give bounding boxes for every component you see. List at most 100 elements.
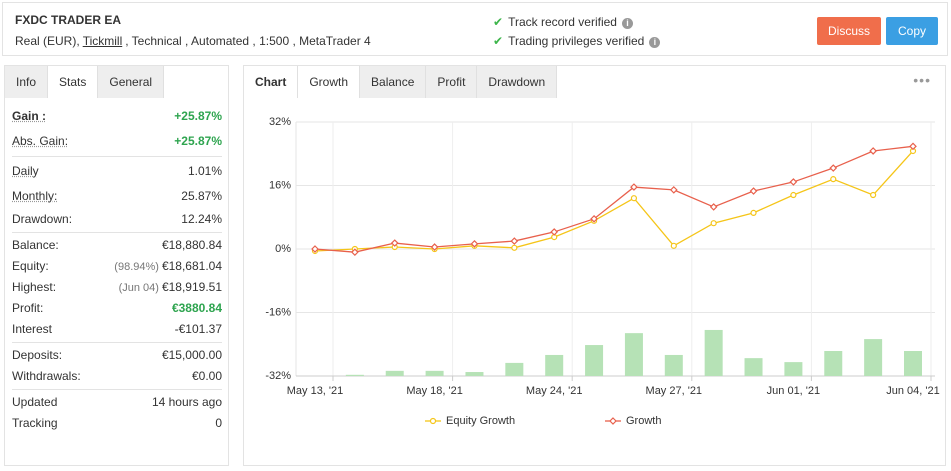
- stat-value-group: 0: [215, 413, 222, 434]
- y-tick-label: -32%: [265, 370, 291, 382]
- bar: [744, 358, 763, 376]
- tab[interactable]: General: [98, 66, 165, 98]
- verified-item: Track record verified: [493, 13, 660, 32]
- stat-value-group: (Jun 04) €18,919.51: [119, 277, 222, 298]
- stat-label: Deposits:: [12, 348, 63, 362]
- stat-value: €18,919.51: [161, 280, 222, 294]
- tab[interactable]: Balance: [360, 66, 427, 98]
- bar: [664, 354, 683, 376]
- stat-label: Monthly:: [12, 189, 58, 203]
- point: [311, 245, 319, 253]
- stat-row: Withdrawals: €0.00: [12, 366, 222, 387]
- point: [630, 195, 638, 202]
- stat-value: 12.24%: [181, 212, 222, 226]
- y-tick-label: 32%: [269, 116, 291, 128]
- tab: Chart: [244, 66, 299, 98]
- point: [470, 239, 479, 248]
- x-tick-label: Jun 01, '21: [767, 385, 820, 397]
- x-tick-label: May 24, '21: [526, 385, 583, 397]
- point: [750, 209, 757, 216]
- tab-bar: Chart Growth Balance Profit Drawdown: [244, 66, 558, 98]
- discuss-button[interactable]: Discuss: [817, 17, 881, 45]
- stat-value: €3880.84: [171, 301, 222, 315]
- verification: Track record verified Trading privileges…: [493, 13, 660, 51]
- broker-link[interactable]: Tickmill: [82, 34, 123, 48]
- point: [630, 183, 638, 191]
- point: [550, 228, 559, 236]
- chart-panel: Chart Growth Balance Profit Drawdown •••: [243, 65, 946, 466]
- stat-value: -€101.37: [174, 322, 222, 336]
- bar: [824, 350, 843, 376]
- stats-list: Gain : +25.87% Abs. Gain: +25.87% Daily 1.01%…: [12, 102, 222, 436]
- stat-value-group: +25.87%: [174, 129, 222, 154]
- stat-value-group: 14 hours ago: [152, 392, 222, 413]
- x-tick-label: May 27, '21: [646, 385, 703, 397]
- stat-row: Tracking 0: [12, 413, 222, 434]
- y-tick-label: 16%: [269, 179, 291, 191]
- stat-label: Interest: [12, 322, 53, 336]
- bar: [784, 362, 803, 376]
- stats-section: Daily 1.01% Monthly: 25.87% Drawdown: 12.24%: [12, 157, 222, 233]
- point: [511, 244, 518, 251]
- point: [869, 147, 877, 155]
- stat-value: €18,880.84: [161, 238, 222, 252]
- point: [351, 248, 359, 257]
- stat-note: (98.94%): [114, 261, 159, 273]
- bar: [505, 362, 524, 376]
- point: [590, 214, 598, 223]
- point: [870, 191, 877, 199]
- point: [830, 176, 837, 183]
- stat-value: +25.87%: [174, 134, 222, 148]
- stat-label: Profit:: [12, 301, 44, 315]
- stat-label: Equity:: [12, 259, 49, 273]
- stat-value: 0: [215, 416, 222, 430]
- stat-row: Abs. Gain: +25.87%: [12, 129, 222, 154]
- point: [670, 242, 677, 249]
- stat-label: Withdrawals:: [12, 369, 81, 383]
- stats-section: Gain : +25.87% Abs. Gain: +25.87%: [12, 102, 222, 157]
- point: [790, 191, 797, 199]
- x-tick-label: May 13, '21: [287, 385, 344, 397]
- bar: [624, 333, 643, 376]
- header: FXDC TRADER EA Real (EUR), Tickmill, Tech…: [2, 2, 948, 56]
- copy-button[interactable]: Copy: [886, 17, 938, 45]
- stat-row: Gain : +25.87%: [12, 104, 222, 129]
- tab[interactable]: Info: [5, 66, 49, 98]
- stat-row: Monthly: 25.87%: [12, 184, 222, 209]
- line: [314, 145, 914, 253]
- stat-value-group: -€101.37: [175, 319, 222, 340]
- stat-value-group: 12.24%: [181, 209, 222, 230]
- stat-label: Updated: [12, 395, 58, 409]
- stat-label: Daily: [12, 164, 39, 178]
- stat-row: Deposits: €15,000.00: [12, 345, 222, 366]
- tab[interactable]: Stats: [48, 66, 99, 98]
- stat-row: Daily 1.01%: [12, 159, 222, 184]
- tab[interactable]: Profit: [426, 66, 478, 98]
- stat-value-group: (98.94%) €18,681.04: [114, 256, 222, 277]
- point: [430, 243, 439, 251]
- stat-value: 25.87%: [181, 189, 222, 203]
- stat-value-group: 1.01%: [188, 159, 222, 184]
- tab[interactable]: Drawdown: [477, 66, 558, 98]
- point: [749, 187, 758, 195]
- point: [829, 164, 838, 172]
- bar: [465, 372, 484, 376]
- bar: [585, 345, 604, 376]
- bar: [425, 370, 444, 376]
- bar: [385, 370, 404, 376]
- point: [709, 203, 718, 211]
- stat-row: Equity: (98.94%) €18,681.04: [12, 256, 222, 277]
- stat-note: (Jun 04): [118, 282, 159, 294]
- stat-value-group: 25.87%: [181, 184, 222, 209]
- stat-value: +25.87%: [174, 109, 222, 123]
- bar: [345, 374, 364, 376]
- menu-icon[interactable]: •••: [913, 72, 931, 88]
- stat-row: Interest -€101.37: [12, 319, 222, 340]
- x-tick-label: May 18, '21: [406, 385, 463, 397]
- stat-label: Drawdown:: [12, 212, 73, 226]
- x-tick-label: Jun 04, '21: [886, 385, 939, 397]
- y-tick-label: -16%: [265, 306, 291, 318]
- stat-label: Tracking: [12, 416, 58, 430]
- tab[interactable]: Growth: [298, 66, 361, 98]
